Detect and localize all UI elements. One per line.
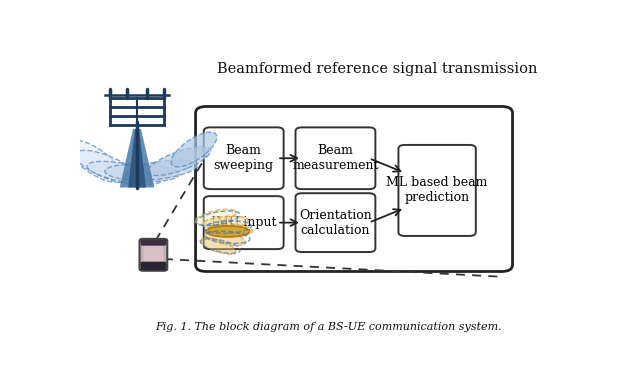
Polygon shape xyxy=(128,129,146,187)
FancyBboxPatch shape xyxy=(140,239,167,271)
Ellipse shape xyxy=(195,209,236,225)
Ellipse shape xyxy=(202,216,248,229)
Ellipse shape xyxy=(75,150,140,184)
FancyBboxPatch shape xyxy=(296,127,376,189)
Ellipse shape xyxy=(206,226,250,237)
Text: Fig. 1. The block diagram of a BS-UE communication system.: Fig. 1. The block diagram of a BS-UE com… xyxy=(155,322,501,332)
Ellipse shape xyxy=(67,140,122,182)
Text: Beamformed reference signal transmission: Beamformed reference signal transmission xyxy=(218,62,538,76)
Ellipse shape xyxy=(148,147,211,176)
Text: Orientation
calculation: Orientation calculation xyxy=(299,209,372,237)
Ellipse shape xyxy=(205,232,246,245)
Ellipse shape xyxy=(87,162,163,184)
Ellipse shape xyxy=(105,164,179,182)
FancyBboxPatch shape xyxy=(143,243,163,264)
Text: IMU input: IMU input xyxy=(211,216,276,229)
FancyBboxPatch shape xyxy=(196,106,513,271)
FancyBboxPatch shape xyxy=(296,193,376,252)
Ellipse shape xyxy=(125,160,198,180)
Text: Beam
measurement: Beam measurement xyxy=(292,144,379,172)
Text: Beam
sweeping: Beam sweeping xyxy=(214,144,274,172)
Ellipse shape xyxy=(200,238,236,254)
Polygon shape xyxy=(120,129,154,187)
Ellipse shape xyxy=(172,132,217,167)
FancyBboxPatch shape xyxy=(204,127,284,189)
FancyBboxPatch shape xyxy=(141,239,166,246)
Text: ML based beam
prediction: ML based beam prediction xyxy=(387,176,488,204)
FancyBboxPatch shape xyxy=(204,196,284,249)
Ellipse shape xyxy=(208,224,253,236)
FancyBboxPatch shape xyxy=(399,145,476,236)
FancyBboxPatch shape xyxy=(141,262,166,270)
